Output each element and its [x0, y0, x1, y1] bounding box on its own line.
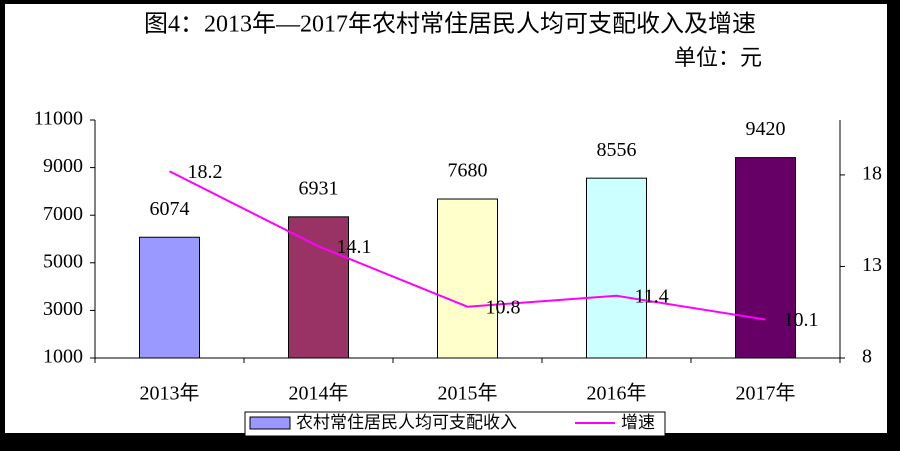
line [169, 170, 766, 321]
x-tick-label: 2013年 [140, 382, 200, 405]
bar-value-label: 7680 [448, 160, 488, 182]
line-value-label: 14.1 [337, 236, 372, 258]
x-tick-label: 2014年 [289, 382, 349, 405]
x-tick-label: 2016年 [587, 382, 647, 405]
chart-title: 图4：2013年—2017年农村常住居民人均可支配收入及增速 [144, 11, 756, 38]
legend-label: 农村常住居民人均可支配收入 [296, 413, 517, 432]
bar-value-label: 8556 [597, 139, 637, 161]
bar [288, 216, 349, 359]
line-value-label: 11.4 [635, 285, 669, 307]
y2-tick-label: 8 [862, 346, 872, 368]
bar [735, 157, 796, 359]
bar [437, 198, 498, 359]
legend-swatch [249, 416, 291, 430]
line-value-label: 18.2 [188, 161, 223, 183]
y-tick-label: 1000 [43, 346, 83, 368]
y-tick-label: 11000 [34, 108, 83, 130]
x-tick-label: 2017年 [736, 382, 796, 405]
line-value-label: 10.8 [486, 296, 521, 318]
y2-tick-label: 18 [862, 163, 882, 185]
chart-subtitle: 单位：元 [674, 45, 762, 70]
bar-value-label: 6931 [299, 177, 339, 199]
y-tick-label: 3000 [43, 298, 83, 320]
y2-tick-label: 13 [862, 254, 882, 276]
bar-value-label: 6074 [150, 198, 190, 220]
x-tick-label: 2015年 [438, 382, 498, 405]
line-value-label: 10.1 [784, 309, 819, 331]
legend-label: 增速 [621, 413, 655, 432]
y-tick-label: 9000 [43, 155, 83, 177]
bar [586, 177, 647, 359]
bar-value-label: 9420 [746, 118, 786, 140]
y-tick-label: 7000 [43, 203, 83, 225]
bar [139, 236, 200, 359]
y-tick-label: 5000 [43, 250, 83, 272]
